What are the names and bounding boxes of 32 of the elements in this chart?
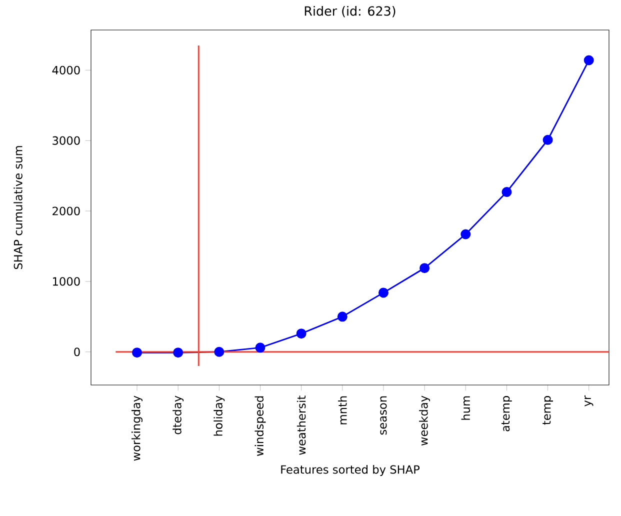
x-tick-label: yr [584, 395, 594, 406]
x-tick-label: workingday [132, 396, 142, 461]
x-axis-title: Features sorted by SHAP [281, 465, 420, 476]
point [337, 312, 348, 322]
point [132, 348, 142, 358]
x-tick-label: temp [542, 396, 553, 425]
y-axis-title: SHAP cumulative sum [14, 146, 22, 270]
x-tick-label: weathersit [296, 396, 306, 455]
point [584, 55, 594, 66]
point [255, 342, 266, 353]
chart-title: Rider (id: 623) [304, 6, 396, 18]
y-tick-label: 2000 [52, 206, 80, 216]
y-tick-label: 0 [74, 348, 80, 356]
x-tick-label: hum [461, 396, 470, 420]
y-tick-label: 3000 [52, 136, 80, 145]
x-tick-label: season [380, 396, 387, 435]
point [502, 186, 512, 197]
y-tick-label: 1000 [53, 277, 80, 286]
point [420, 263, 430, 274]
point [296, 328, 306, 339]
point [214, 346, 224, 357]
point [378, 288, 388, 298]
x-tick-label: dteday [172, 396, 184, 434]
x-tick-label: mnth [338, 396, 347, 424]
x-tick-label: atemp [502, 396, 512, 432]
x-tick-label: windspeed [254, 396, 266, 456]
x-tick-label: weekday [419, 396, 430, 446]
point [542, 134, 553, 145]
y-tick-label: 4000 [52, 66, 80, 74]
x-tick-label: holiday [214, 396, 225, 436]
point [460, 229, 471, 240]
point [173, 348, 184, 358]
